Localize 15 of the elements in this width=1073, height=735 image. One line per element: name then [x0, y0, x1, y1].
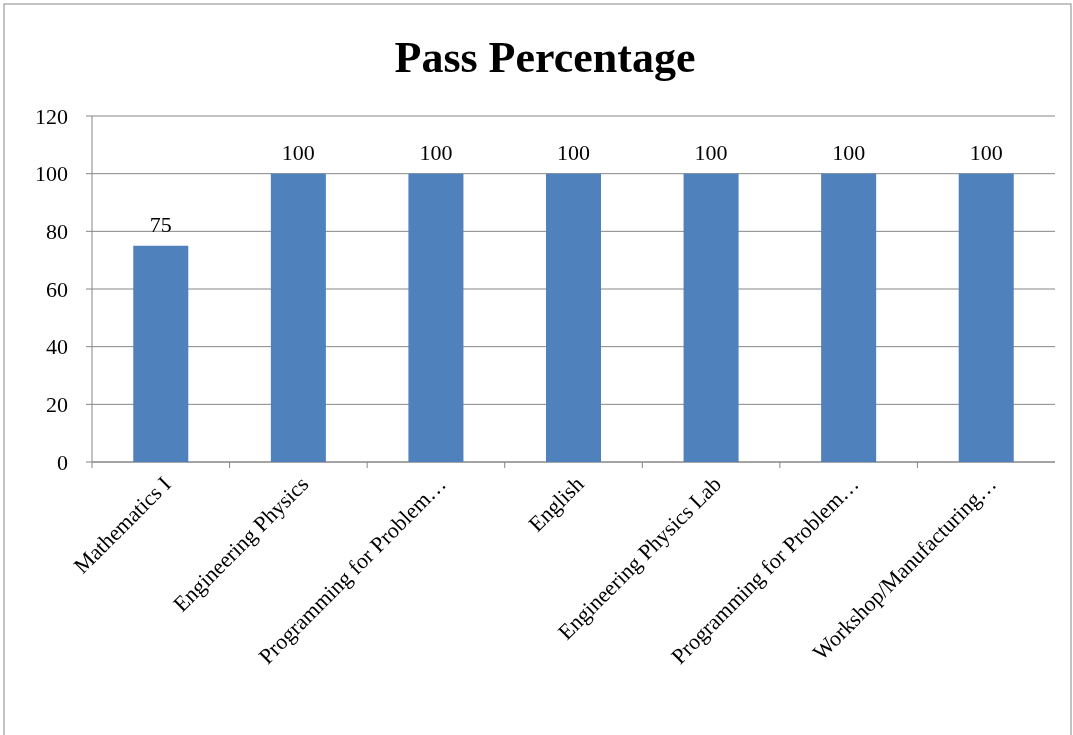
y-tick-label: 0	[57, 449, 68, 475]
data-label: 100	[969, 139, 1003, 165]
data-label: 100	[281, 139, 315, 165]
chart-title: Pass Percentage	[394, 33, 696, 82]
y-tick-label: 40	[46, 334, 68, 360]
y-tick-label: 60	[46, 276, 68, 302]
y-tick-label: 120	[35, 103, 68, 129]
data-label: 100	[832, 139, 866, 165]
data-label: 100	[694, 139, 728, 165]
data-label: 75	[149, 211, 172, 237]
y-tick-label: 80	[46, 219, 68, 245]
data-label: 100	[557, 139, 590, 165]
y-tick-label: 100	[35, 161, 68, 187]
data-label: 100	[419, 139, 453, 165]
y-tick-label: 20	[46, 392, 68, 418]
